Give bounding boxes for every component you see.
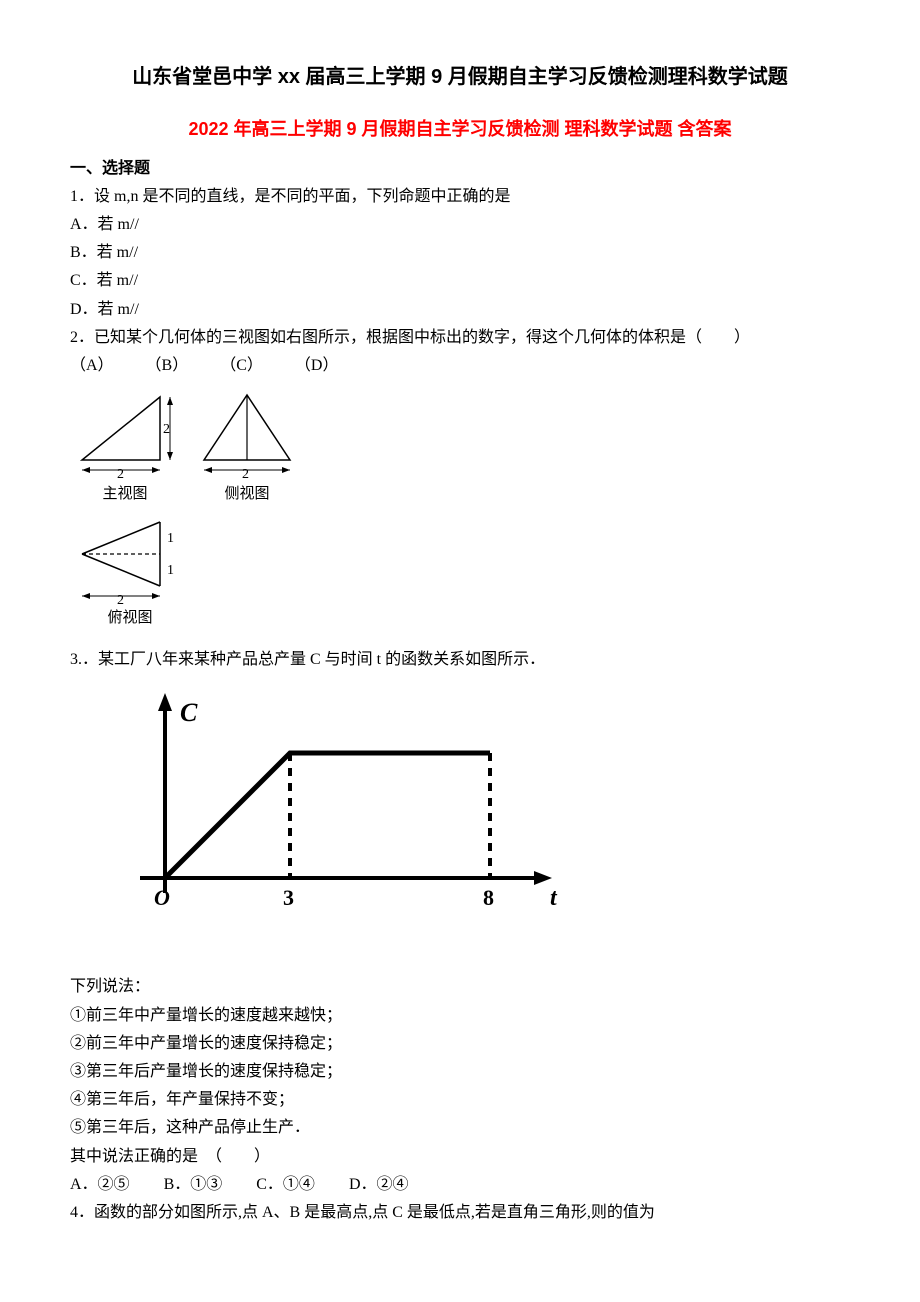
tick-8: 8 <box>483 885 494 910</box>
q3-s5: ⑤第三年后，这种产品停止生产． <box>70 1114 850 1141</box>
top-view-box: 1 1 2 俯视图 <box>70 514 190 632</box>
dim-2c: 2 <box>117 593 124 604</box>
x-axis-label: t <box>550 885 558 911</box>
side-view-svg: 2 <box>192 385 302 480</box>
y-axis-label: C <box>180 698 198 727</box>
side-view-label: 侧视图 <box>224 482 269 508</box>
section-heading: 一、选择题 <box>70 155 850 182</box>
main-view-label: 主视图 <box>102 482 147 508</box>
top-view-label: 俯视图 <box>107 606 152 632</box>
q3-s1: ①前三年中产量增长的速度越来越快； <box>70 1002 850 1029</box>
tick-3: 3 <box>283 885 294 910</box>
q2-opts: （A） （B） （C） （D） <box>70 352 850 379</box>
q1-opt-d: D．若 m// <box>70 296 850 323</box>
three-views-row-1: 2 2 主视图 2 侧视图 <box>70 385 850 508</box>
q3-chart: C O 3 8 t <box>110 683 850 952</box>
q1-opt-a: A．若 m// <box>70 211 850 238</box>
q3-s3: ③第三年后产量增长的速度保持稳定； <box>70 1058 850 1085</box>
q3-s2: ②前三年中产量增长的速度保持稳定； <box>70 1030 850 1057</box>
q2-stem: 2．已知某个几何体的三视图如右图所示，根据图中标出的数字，得这个几何体的体积是（… <box>70 324 850 351</box>
main-view-box: 2 2 主视图 <box>70 385 180 508</box>
q3-stem: 3.．某工厂八年来某种产品总产量 C 与时间 t 的函数关系如图所示． <box>70 646 850 673</box>
dim-1b: 1 <box>167 563 174 578</box>
page-title: 山东省堂邑中学 xx 届高三上学期 9 月假期自主学习反馈检测理科数学试题 <box>70 60 850 94</box>
dim-2: 2 <box>117 467 124 480</box>
q3-opt-b: B．①③ <box>164 1171 223 1198</box>
three-views-row-2: 1 1 2 俯视图 <box>70 514 850 632</box>
origin-label: O <box>154 885 170 910</box>
page-subtitle: 2022 年高三上学期 9 月假期自主学习反馈检测 理科数学试题 含答案 <box>70 114 850 145</box>
q3-opt-a: A．②⑤ <box>70 1171 130 1198</box>
dim-1a: 1 <box>167 531 174 546</box>
q3-pre: 下列说法： <box>70 973 850 1000</box>
q3-opt-d: D．②④ <box>349 1171 409 1198</box>
q3-opt-c: C．①④ <box>256 1171 315 1198</box>
q1-stem: 1．设 m,n 是不同的直线，是不同的平面，下列命题中正确的是 <box>70 183 850 210</box>
side-view-box: 2 侧视图 <box>192 385 302 508</box>
q1-opt-b: B．若 m// <box>70 239 850 266</box>
dim-2v: 2 <box>163 422 170 437</box>
top-view-svg: 1 1 2 <box>70 514 190 604</box>
q3-s4: ④第三年后，年产量保持不变； <box>70 1086 850 1113</box>
dim-2b: 2 <box>242 467 249 480</box>
q4-stem: 4．函数的部分如图所示,点 A、B 是最高点,点 C 是最低点,若是直角三角形,… <box>70 1199 850 1226</box>
q3-options: A．②⑤ B．①③ C．①④ D．②④ <box>70 1171 850 1198</box>
q3-ask: 其中说法正确的是 （ ） <box>70 1143 850 1170</box>
q1-opt-c: C．若 m// <box>70 267 850 294</box>
q3-chart-svg: C O 3 8 t <box>110 683 580 943</box>
main-view-svg: 2 2 <box>70 385 180 480</box>
